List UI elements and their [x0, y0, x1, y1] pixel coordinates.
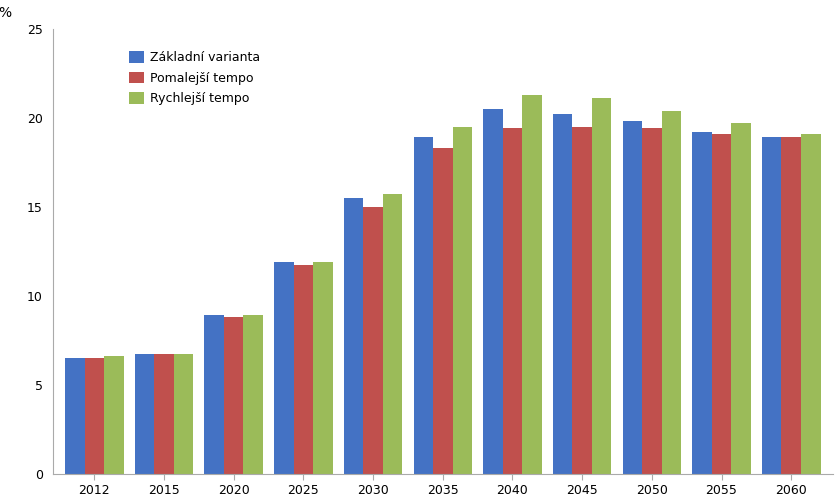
Bar: [522, 95, 542, 474]
Bar: [711, 134, 732, 474]
Bar: [692, 132, 711, 474]
Bar: [104, 356, 123, 474]
Bar: [224, 317, 244, 474]
Bar: [732, 123, 751, 474]
Bar: [174, 354, 193, 474]
Bar: [204, 315, 224, 474]
Bar: [662, 110, 681, 474]
Bar: [592, 98, 612, 474]
Bar: [313, 262, 333, 474]
Text: %: %: [0, 6, 11, 20]
Bar: [553, 114, 572, 474]
Bar: [65, 358, 85, 474]
Bar: [85, 358, 104, 474]
Bar: [134, 354, 155, 474]
Bar: [364, 207, 383, 474]
Bar: [622, 121, 642, 474]
Bar: [383, 194, 402, 474]
Bar: [244, 315, 263, 474]
Bar: [433, 148, 453, 474]
Bar: [801, 134, 821, 474]
Bar: [502, 129, 522, 474]
Bar: [762, 137, 781, 474]
Bar: [453, 127, 472, 474]
Bar: [344, 198, 364, 474]
Legend: Základní varianta, Pomalejší tempo, Rychlejší tempo: Základní varianta, Pomalejší tempo, Rych…: [121, 44, 268, 113]
Bar: [483, 109, 502, 474]
Bar: [413, 137, 433, 474]
Bar: [155, 354, 174, 474]
Bar: [294, 266, 313, 474]
Bar: [642, 129, 662, 474]
Bar: [781, 137, 801, 474]
Bar: [572, 127, 592, 474]
Bar: [274, 262, 294, 474]
